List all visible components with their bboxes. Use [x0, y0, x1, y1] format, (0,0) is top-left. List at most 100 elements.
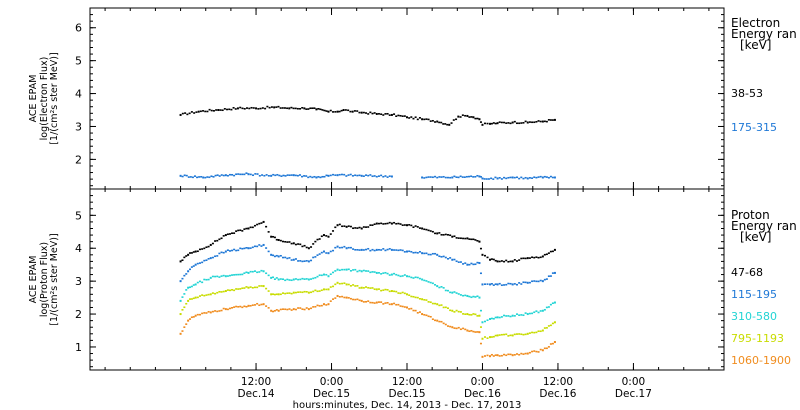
data-point — [507, 282, 510, 285]
data-point — [365, 286, 368, 288]
data-point — [282, 278, 285, 281]
data-point — [518, 314, 521, 316]
data-point — [524, 257, 527, 260]
data-point — [290, 259, 293, 261]
data-point — [403, 251, 406, 253]
data-point — [451, 309, 454, 312]
data-point — [449, 309, 452, 312]
data-point — [478, 296, 481, 299]
data-point — [539, 120, 542, 123]
series-310-580 — [179, 268, 556, 324]
data-point — [294, 258, 297, 260]
data-point — [511, 314, 514, 317]
data-point — [371, 271, 374, 273]
data-point — [459, 311, 462, 313]
data-point — [371, 224, 374, 226]
data-point — [218, 276, 221, 278]
data-point — [338, 269, 341, 272]
data-point — [252, 107, 255, 109]
data-point — [211, 310, 214, 313]
data-point — [277, 278, 280, 281]
data-point — [472, 176, 475, 178]
data-point — [442, 306, 445, 309]
data-point — [336, 224, 339, 227]
data-point — [442, 123, 445, 125]
data-point — [478, 175, 481, 178]
data-point — [343, 296, 346, 299]
data-point — [207, 293, 210, 296]
data-point — [185, 323, 188, 325]
data-point — [478, 240, 481, 243]
data-point — [382, 272, 385, 274]
data-point — [520, 283, 523, 285]
data-point — [218, 310, 221, 312]
data-point — [288, 107, 291, 110]
data-point — [256, 245, 259, 248]
data-point — [449, 176, 452, 179]
series-38-53 — [179, 105, 556, 126]
data-point — [386, 176, 389, 178]
data-point — [310, 307, 313, 310]
data-point — [239, 106, 242, 109]
data-point — [438, 121, 441, 124]
data-point — [397, 249, 400, 252]
data-point — [196, 296, 199, 299]
data-point — [250, 106, 253, 109]
data-point — [292, 308, 295, 311]
data-point — [511, 334, 514, 337]
data-point — [329, 286, 332, 288]
data-point — [397, 303, 400, 306]
data-point — [490, 353, 493, 356]
data-point — [365, 300, 368, 303]
data-point — [292, 174, 295, 177]
data-point — [231, 173, 234, 176]
data-point — [476, 261, 479, 264]
data-point — [216, 239, 219, 242]
data-point — [297, 307, 300, 309]
data-point — [427, 253, 430, 256]
data-point — [425, 314, 428, 317]
data-point — [451, 235, 454, 238]
data-point — [214, 275, 217, 278]
data-point — [209, 243, 212, 246]
data-point — [553, 341, 556, 344]
data-point — [553, 176, 556, 179]
data-point — [267, 250, 270, 253]
data-point — [453, 175, 456, 178]
data-point — [505, 283, 508, 286]
data-point — [270, 253, 273, 256]
data-point — [294, 278, 297, 280]
legend-title: Energy ran — [731, 27, 797, 41]
data-point — [395, 249, 398, 251]
data-point — [296, 107, 299, 110]
data-point — [414, 116, 417, 119]
data-point — [228, 233, 231, 235]
data-point — [194, 283, 197, 286]
data-point — [429, 176, 432, 178]
legend-entry: 1060-1900 — [731, 354, 791, 367]
data-point — [303, 308, 306, 311]
data-point — [423, 314, 426, 316]
data-point — [406, 306, 408, 309]
data-point — [265, 225, 268, 228]
data-point — [490, 258, 493, 260]
data-point — [307, 260, 310, 263]
data-point — [267, 274, 270, 277]
data-point — [358, 249, 361, 251]
data-point — [245, 305, 248, 308]
data-point — [388, 175, 391, 177]
data-point — [375, 112, 378, 115]
data-point — [358, 111, 361, 114]
data-point — [416, 296, 419, 299]
data-point — [235, 273, 238, 276]
data-point — [258, 285, 261, 287]
data-point — [410, 295, 413, 298]
data-point — [384, 113, 387, 115]
data-point — [329, 300, 332, 302]
data-point — [418, 117, 421, 119]
data-point — [390, 248, 393, 251]
data-point — [494, 259, 497, 262]
data-point — [262, 285, 265, 288]
data-point — [531, 177, 534, 179]
data-point — [489, 336, 492, 339]
